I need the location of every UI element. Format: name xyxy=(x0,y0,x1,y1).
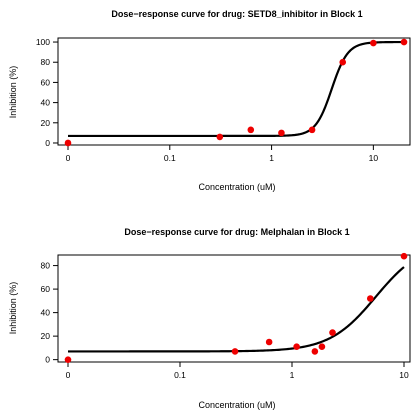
y-tick-label: 40 xyxy=(41,98,51,108)
fitted-curve xyxy=(68,266,405,353)
data-point xyxy=(308,126,316,134)
y-tick-label: 100 xyxy=(36,37,50,47)
x-axis-label: Concentration (uM) xyxy=(198,400,275,410)
data-point xyxy=(318,343,326,351)
y-tick-label: 80 xyxy=(41,57,51,67)
data-point xyxy=(311,348,319,355)
data-point xyxy=(64,139,72,147)
data-point xyxy=(216,133,224,141)
data-point xyxy=(231,348,239,355)
data-point xyxy=(278,129,285,137)
data-point xyxy=(265,338,273,346)
y-tick-label: 0 xyxy=(45,355,50,365)
x-tick-label: 0.1 xyxy=(174,370,186,380)
x-tick-label: 0.1 xyxy=(164,153,176,163)
data-point xyxy=(370,39,377,47)
x-tick-label: 10 xyxy=(399,370,409,380)
x-tick-label: 0 xyxy=(66,153,71,163)
y-tick-label: 60 xyxy=(41,77,51,87)
chart-title: Dose−response curve for drug: SETD8_inhi… xyxy=(111,9,362,19)
y-tick-label: 20 xyxy=(41,331,51,341)
chart-title: Dose−response curve for drug: Melphalan … xyxy=(124,227,349,237)
x-tick-label: 10 xyxy=(369,153,379,163)
y-tick-label: 0 xyxy=(45,138,50,148)
y-tick-label: 20 xyxy=(41,118,51,128)
data-point xyxy=(400,252,408,260)
data-point xyxy=(366,295,374,302)
x-tick-label: 0 xyxy=(66,370,71,380)
y-axis-label: Inhibition (%) xyxy=(8,282,18,335)
data-point xyxy=(339,58,347,66)
y-tick-label: 40 xyxy=(41,308,51,318)
data-point xyxy=(293,343,300,351)
plot-frame xyxy=(57,254,411,363)
data-points xyxy=(64,38,408,147)
x-axis-label: Concentration (uM) xyxy=(198,182,275,192)
fitted-curve xyxy=(68,40,404,138)
chart-melphalan: Dose−response curve for drug: Melphalan … xyxy=(8,227,411,410)
x-tick-label: 1 xyxy=(269,153,274,163)
y-tick-label: 60 xyxy=(41,284,51,294)
plot-frame xyxy=(57,37,411,146)
data-point xyxy=(64,356,72,363)
data-points xyxy=(64,252,408,363)
chart-setd8: Dose−response curve for drug: SETD8_inhi… xyxy=(8,9,411,192)
data-point xyxy=(247,126,255,134)
data-point xyxy=(329,329,336,336)
y-axis-label: Inhibition (%) xyxy=(8,66,18,119)
y-tick-label: 80 xyxy=(41,261,51,271)
x-tick-label: 1 xyxy=(290,370,295,380)
data-point xyxy=(400,38,408,46)
